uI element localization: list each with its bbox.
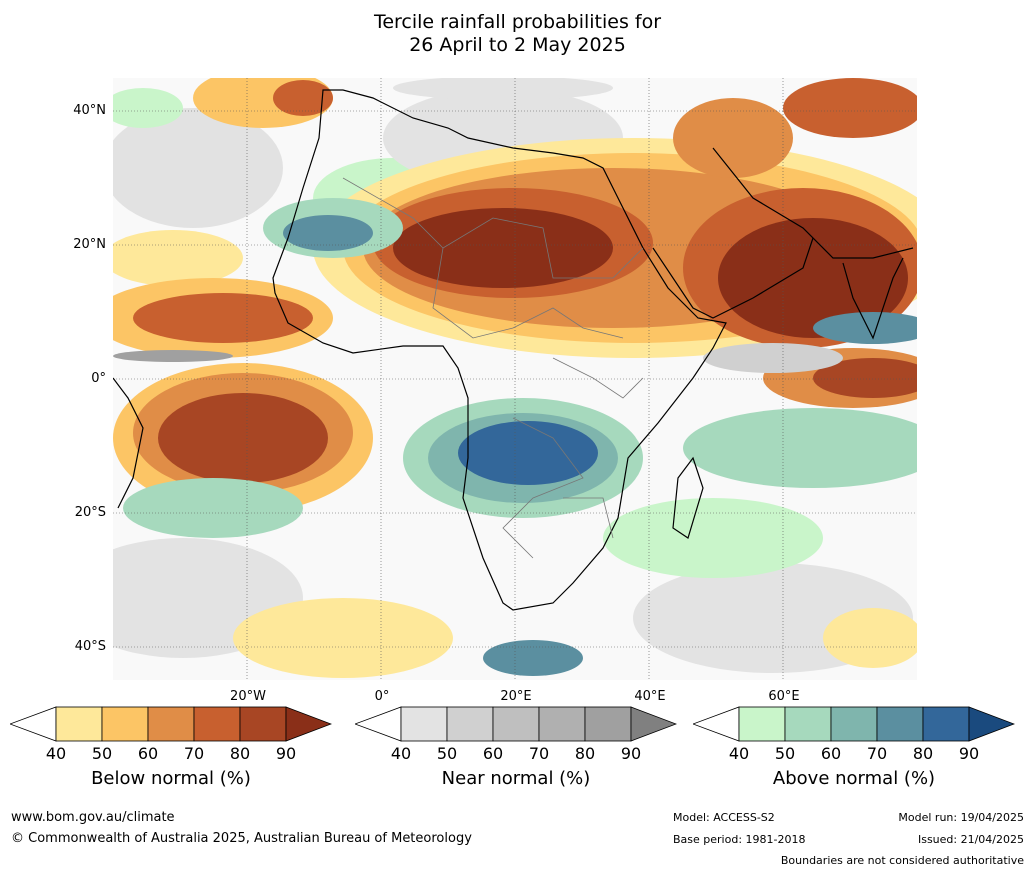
tick-label: 60 [137, 744, 159, 763]
tick-label: 40 [45, 744, 67, 763]
tick-label: 70 [528, 744, 550, 763]
graticule [113, 78, 917, 680]
tick-label: 50 [91, 744, 113, 763]
lat-label-40n: 40°N [73, 103, 106, 118]
colorbar-above-low-extension [691, 706, 740, 742]
colorbar-near-normal [353, 706, 678, 746]
footer-url: www.bom.gov.au/climate [11, 810, 175, 825]
map-title-line-1: Tercile rainfall probabilities for [373, 11, 662, 33]
colorbar-below-bin-50-60 [101, 706, 149, 742]
colorbar-below-bin-70-80 [193, 706, 241, 742]
colorbar-above-label: Above normal (%) [772, 768, 936, 789]
lon-label-60e: 60°E [768, 689, 800, 704]
colorbar-below-normal [8, 706, 333, 746]
colorbar-above-bin-50-60 [784, 706, 832, 742]
tick-label: 80 [912, 744, 934, 763]
footer-model: Model: ACCESS-S2 [673, 811, 775, 824]
colorbar-below-high-extension [285, 706, 333, 742]
tick-label: 60 [820, 744, 842, 763]
tick-label: 60 [482, 744, 504, 763]
colorbar-above-bin-40-50 [738, 706, 786, 742]
colorbar-near-bin-40-50 [400, 706, 448, 742]
footer-copyright: © Commonwealth of Australia 2025, Austra… [11, 831, 472, 846]
footer-model-run: Model run: 19/04/2025 [898, 811, 1024, 824]
tick-label: 80 [229, 744, 251, 763]
colorbar-near-bin-70-80 [538, 706, 586, 742]
country-boundaries [342, 177, 644, 559]
colorbar-near-bin-60-70 [492, 706, 540, 742]
colorbar-below-bin-60-70 [147, 706, 195, 742]
coastlines [113, 89, 914, 611]
lon-label-40e: 40°E [634, 689, 666, 704]
colorbar-near-bin-50-60 [446, 706, 494, 742]
colorbar-below-bin-40-50 [55, 706, 103, 742]
map-title-line-2: 26 April to 2 May 2025 [409, 34, 626, 56]
lat-label-equator: 0° [91, 371, 106, 386]
tick-label: 90 [620, 744, 642, 763]
above-normal-regions [123, 198, 917, 676]
tick-label: 50 [436, 744, 458, 763]
lon-label-20w: 20°W [230, 689, 266, 704]
footer-base-period: Base period: 1981-2018 [673, 833, 806, 846]
colorbar-below-low-extension [8, 706, 57, 742]
lon-label-0: 0° [374, 689, 390, 704]
below-normal-atlantic [113, 278, 917, 513]
colorbar-near-label: Near normal (%) [441, 768, 591, 789]
tick-label: 70 [866, 744, 888, 763]
lat-label-20s: 20°S [74, 505, 106, 520]
lat-label-20n: 20°N [73, 237, 106, 252]
tick-label: 80 [574, 744, 596, 763]
tick-label: 40 [390, 744, 412, 763]
colorbar-above-bin-60-70 [830, 706, 878, 742]
near-normal-regions [113, 78, 843, 373]
colorbar-above-high-extension [968, 706, 1016, 742]
colorbar-near-low-extension [353, 706, 402, 742]
colorbar-above-bin-70-80 [876, 706, 924, 742]
tick-label: 70 [183, 744, 205, 763]
tick-label: 90 [958, 744, 980, 763]
lat-label-40s: 40°S [74, 639, 106, 654]
lon-label-20e: 20°E [500, 689, 532, 704]
colorbar-near-bin-80-90 [584, 706, 632, 742]
probability-map [113, 78, 917, 680]
colorbar-below-label: Below normal (%) [91, 768, 251, 789]
colorbar-below-bin-80-90 [239, 706, 287, 742]
tick-label: 40 [728, 744, 750, 763]
colorbar-above-normal [691, 706, 1016, 746]
footer-disclaimer: Boundaries are not considered authoritat… [780, 854, 1024, 867]
map-panel [113, 78, 917, 680]
below-normal-north [313, 78, 917, 358]
colorbar-above-bin-80-90 [922, 706, 970, 742]
colorbar-near-high-extension [630, 706, 678, 742]
tick-label: 50 [774, 744, 796, 763]
tick-label: 90 [275, 744, 297, 763]
footer-issued: Issued: 21/04/2025 [917, 833, 1024, 846]
